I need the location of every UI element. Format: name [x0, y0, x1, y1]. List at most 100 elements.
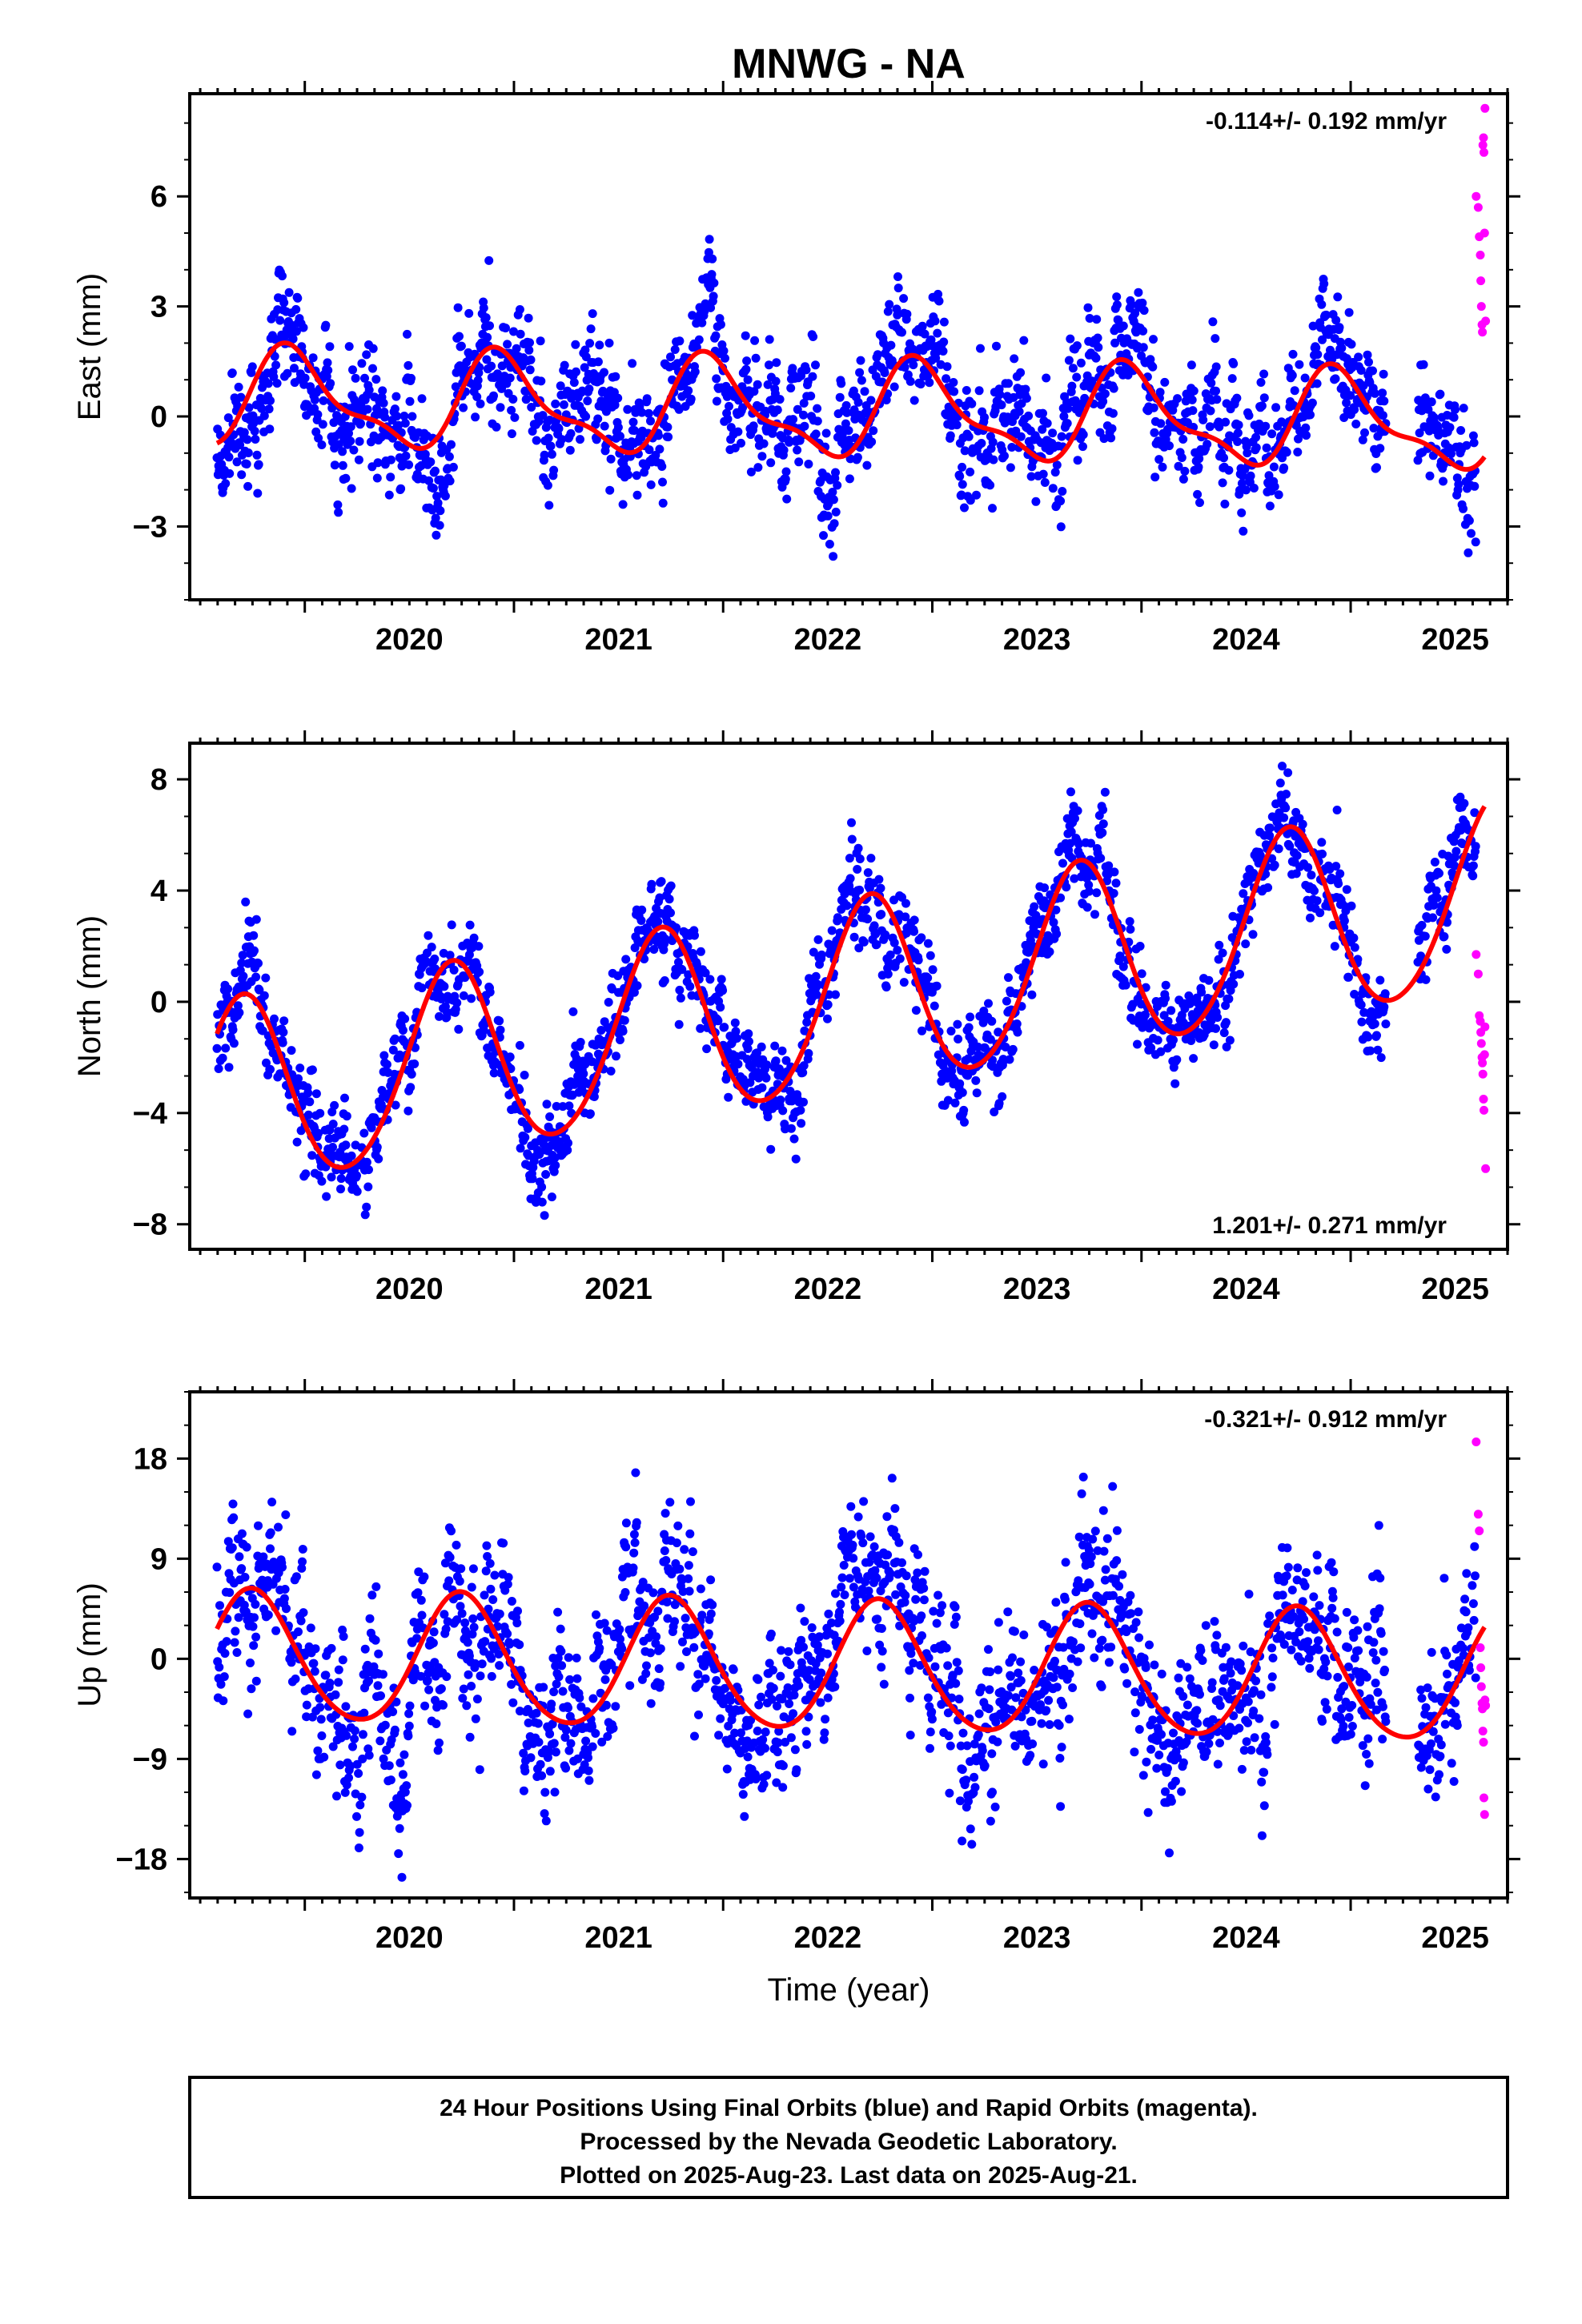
final-orbit-point: [433, 498, 443, 508]
final-orbit-point: [1378, 411, 1387, 420]
final-orbit-point: [744, 1029, 753, 1039]
final-orbit-point: [986, 1035, 995, 1044]
final-orbit-point: [1148, 362, 1158, 372]
final-orbit-point: [407, 373, 416, 383]
final-orbit-point: [317, 1176, 327, 1186]
final-orbit-point: [603, 1731, 612, 1741]
final-orbit-point: [515, 305, 524, 314]
final-orbit-point: [909, 915, 919, 925]
y-tick-label: −18: [116, 1843, 167, 1876]
final-orbit-point: [243, 1709, 253, 1719]
final-orbit-point: [1199, 415, 1208, 424]
final-orbit-point: [1429, 900, 1439, 910]
final-orbit-point: [368, 344, 378, 353]
final-orbit-point: [939, 337, 949, 347]
final-orbit-point: [379, 1051, 389, 1060]
final-orbit-point: [261, 973, 271, 983]
final-orbit-point: [806, 392, 816, 400]
plot-frame: [188, 92, 1509, 601]
final-orbit-point: [986, 480, 995, 490]
final-orbit-point: [1439, 476, 1447, 486]
final-orbit-point: [379, 398, 388, 408]
final-orbit-point: [334, 1665, 343, 1675]
final-orbit-point: [1342, 885, 1351, 895]
final-orbit-point: [1026, 472, 1036, 481]
final-orbit-point: [227, 1543, 237, 1553]
final-orbit-point: [1099, 434, 1109, 444]
final-orbit-point: [526, 1753, 536, 1763]
final-orbit-point: [400, 419, 410, 428]
final-orbit-point: [994, 1099, 1004, 1108]
final-orbit-point: [1244, 411, 1254, 420]
final-orbit-point: [666, 352, 675, 362]
final-orbit-point: [452, 998, 462, 1007]
final-orbit-point: [468, 1564, 478, 1574]
final-orbit-point: [1163, 1016, 1173, 1026]
final-orbit-point: [743, 1044, 753, 1053]
final-orbit-point: [909, 360, 918, 370]
final-orbit-point: [528, 1174, 537, 1184]
final-orbit-point: [1346, 391, 1355, 400]
final-orbit-point: [496, 1025, 505, 1035]
final-orbit-point: [1312, 896, 1322, 906]
final-orbit-point: [580, 363, 589, 372]
final-orbit-point: [1059, 412, 1069, 421]
final-orbit-point: [537, 1182, 547, 1192]
final-orbit-point: [1133, 1039, 1142, 1049]
final-orbit-point: [378, 386, 387, 396]
final-orbit-point: [384, 1761, 394, 1771]
final-orbit-point: [1433, 424, 1443, 433]
final-orbit-point: [804, 460, 813, 468]
rapid-orbit-point: [1472, 950, 1481, 959]
final-orbit-point: [310, 395, 319, 404]
final-orbit-point: [1049, 918, 1058, 927]
final-orbit-point: [545, 1729, 555, 1739]
final-orbit-point: [481, 1566, 491, 1576]
final-orbit-point: [544, 1747, 554, 1756]
final-orbit-point: [771, 1056, 781, 1066]
final-orbit-point: [1379, 369, 1388, 379]
final-orbit-point: [585, 1109, 595, 1119]
final-orbit-point: [1378, 388, 1387, 398]
final-orbit-point: [382, 1059, 391, 1069]
final-orbit-point: [701, 968, 710, 978]
final-orbit-point: [291, 304, 301, 314]
final-orbit-point: [601, 1700, 611, 1710]
final-orbit-point: [808, 372, 817, 381]
final-orbit-point: [749, 387, 759, 396]
final-orbit-point: [581, 1736, 591, 1746]
final-orbit-point: [420, 1701, 430, 1711]
final-orbit-point: [763, 1112, 773, 1122]
final-orbit-point: [319, 396, 328, 405]
final-orbit-point: [1110, 338, 1120, 348]
final-orbit-point: [660, 976, 669, 985]
final-orbit-point: [1307, 398, 1317, 408]
final-orbit-point: [355, 1800, 365, 1810]
final-orbit-point: [666, 908, 675, 918]
final-orbit-point: [508, 395, 518, 404]
final-orbit-point: [1439, 932, 1449, 941]
final-orbit-point: [279, 1027, 288, 1037]
final-orbit-point: [1357, 1017, 1367, 1027]
final-orbit-point: [224, 1063, 234, 1072]
final-orbit-point: [244, 403, 254, 412]
final-orbit-point: [1001, 1043, 1010, 1051]
final-orbit-point: [298, 1557, 307, 1566]
final-orbit-point: [229, 1513, 239, 1522]
final-orbit-point: [933, 328, 942, 338]
final-orbit-point: [557, 1661, 567, 1671]
final-orbit-point: [934, 296, 944, 306]
final-orbit-point: [225, 1588, 235, 1598]
final-orbit-point: [1045, 947, 1054, 956]
final-orbit-point: [407, 1069, 416, 1079]
final-orbit-point: [1100, 389, 1110, 399]
final-orbit-point: [336, 1174, 346, 1184]
final-orbit-point: [1319, 279, 1329, 288]
final-orbit-point: [926, 951, 935, 960]
final-orbit-point: [588, 1694, 598, 1703]
final-orbit-point: [797, 1119, 806, 1128]
final-orbit-point: [279, 298, 289, 308]
final-orbit-point: [558, 1102, 568, 1112]
final-orbit-point: [757, 452, 767, 461]
final-orbit-point: [1118, 321, 1128, 331]
